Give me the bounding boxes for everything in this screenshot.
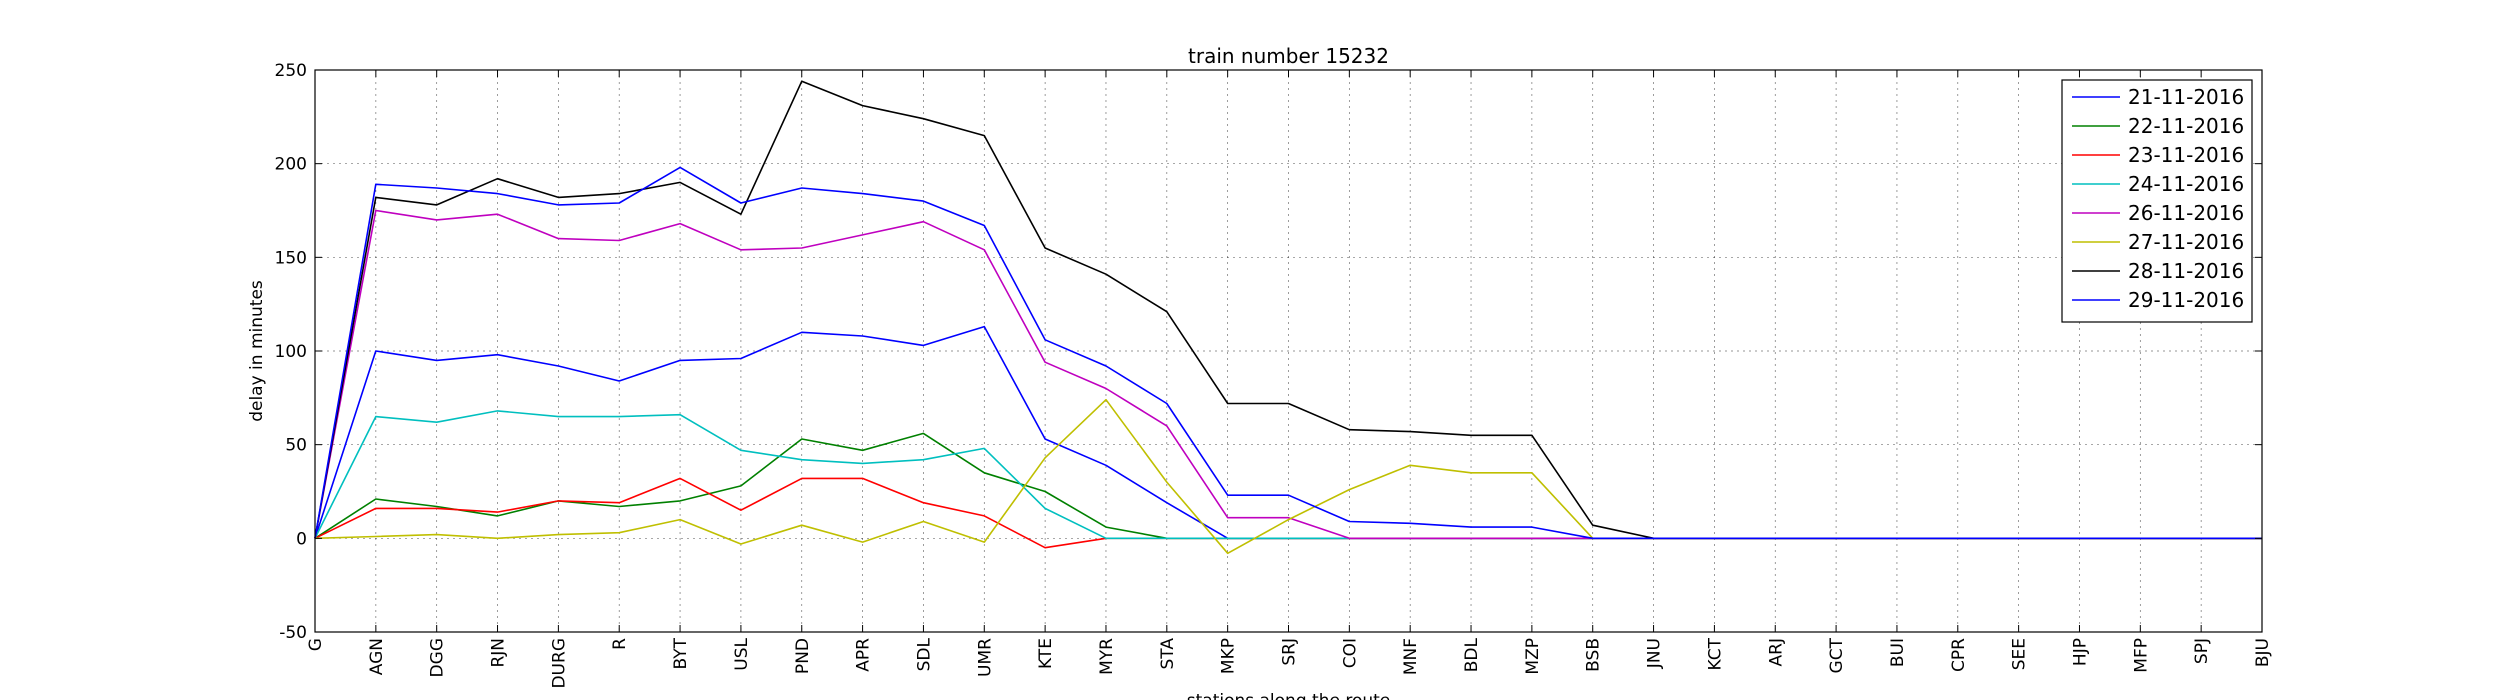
y-tick-label: 0	[296, 529, 307, 549]
x-tick-label: ARJ	[1766, 638, 1786, 666]
x-tick-label: SPJ	[2192, 638, 2212, 664]
x-tick-label: STA	[1158, 638, 1178, 670]
x-tick-label: UMR	[975, 638, 995, 677]
legend-label: 29-11-2016	[2128, 288, 2244, 312]
x-tick-label: G	[306, 638, 326, 651]
y-tick-label: 50	[285, 436, 307, 456]
y-tick-label: -50	[279, 623, 307, 643]
x-tick-label: MNF	[1401, 638, 1421, 675]
x-tick-label: APR	[854, 638, 874, 672]
x-tick-label: BUI	[1888, 638, 1908, 667]
x-tick-label: BYT	[671, 637, 691, 669]
y-axis: -50 0 50 100 150 200 250	[275, 61, 2262, 643]
y-axis-label: delay in minutes	[247, 280, 267, 422]
y-tick-label: 250	[275, 61, 307, 81]
x-tick-label: SDL	[914, 637, 934, 671]
series-line-26-11-2016	[314, 209, 2262, 540]
legend-label: 24-11-2016	[2128, 172, 2244, 196]
x-tick-label: R	[610, 638, 630, 650]
x-tick-label: MYR	[1097, 638, 1117, 675]
y-tick-label: 100	[275, 342, 307, 362]
series-line-27-11-2016	[314, 398, 2262, 555]
x-tick-label: BSB	[1584, 638, 1604, 672]
series-lines	[314, 80, 2262, 555]
x-tick-label: RJN	[489, 638, 509, 668]
legend: 21-11-2016 22-11-2016 23-11-2016 24-11-2016…	[2061, 79, 2253, 323]
x-axis-label: stations along the route	[1187, 691, 1391, 700]
x-tick-label: USL	[732, 637, 752, 670]
x-tick-label: MKP	[1219, 638, 1239, 674]
series-line-23-11-2016	[314, 477, 2262, 549]
legend-label: 26-11-2016	[2128, 201, 2244, 225]
x-tick-label: JNU	[1645, 638, 1665, 669]
x-tick-label: GCT	[1827, 637, 1847, 673]
x-tick-label: AGN	[367, 638, 387, 675]
x-tick-label: KCT	[1705, 637, 1725, 670]
legend-box	[2061, 79, 2253, 323]
x-tick-label: PND	[793, 638, 813, 674]
x-tick-label: KTE	[1036, 638, 1056, 669]
chart-title: train number 15232	[1188, 44, 1389, 68]
y-tick-label: 200	[275, 155, 307, 175]
x-tick-label: COI	[1340, 638, 1360, 668]
x-tick-label: DURG	[549, 638, 569, 689]
grid	[315, 70, 2262, 632]
x-tick-label: MFP	[2131, 638, 2151, 673]
x-tick-label: DGG	[428, 638, 448, 677]
x-tick-label: SEE	[2010, 638, 2030, 670]
legend-label: 21-11-2016	[2128, 85, 2244, 109]
y-tick-label: 150	[275, 248, 307, 268]
x-tick-label: BDL	[1462, 637, 1482, 672]
legend-label: 23-11-2016	[2128, 143, 2244, 167]
x-tick-label: BJU	[2253, 638, 2273, 667]
x-tick-label: CPR	[1949, 638, 1969, 672]
series-line-29-11-2016	[314, 166, 2262, 540]
x-tick-label: MZP	[1523, 638, 1543, 675]
x-tick-label: SRJ	[1280, 638, 1300, 666]
legend-label: 22-11-2016	[2128, 114, 2244, 138]
x-axis: G AGN DGG RJN DURG R BYT USL PND APR SDL UMR KTE MYR S…	[306, 70, 2273, 689]
x-tick-label: HJP	[2070, 638, 2090, 666]
legend-label: 28-11-2016	[2128, 259, 2244, 283]
legend-label: 27-11-2016	[2128, 230, 2244, 254]
